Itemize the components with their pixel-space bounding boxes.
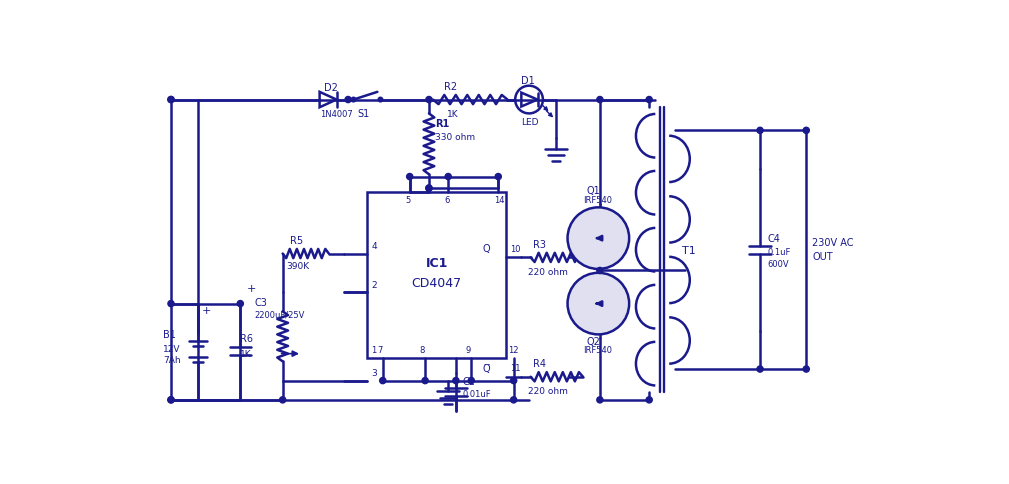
Text: 330 ohm: 330 ohm xyxy=(435,133,475,142)
Text: Q̅: Q̅ xyxy=(483,363,490,373)
Circle shape xyxy=(567,273,630,335)
Circle shape xyxy=(426,97,432,104)
Circle shape xyxy=(345,97,351,104)
Text: 0.1uF: 0.1uF xyxy=(768,247,791,256)
Circle shape xyxy=(468,378,474,384)
Text: 11: 11 xyxy=(510,363,521,372)
Circle shape xyxy=(167,97,175,104)
Text: 8: 8 xyxy=(420,346,425,355)
Circle shape xyxy=(646,97,652,104)
Circle shape xyxy=(596,397,603,403)
Circle shape xyxy=(511,397,517,403)
Text: 9: 9 xyxy=(466,346,471,355)
Text: 2200uF/25V: 2200uF/25V xyxy=(254,310,305,319)
Text: IRF540: IRF540 xyxy=(583,196,611,205)
Text: Q2: Q2 xyxy=(587,336,600,346)
Text: C4: C4 xyxy=(768,234,781,243)
Text: S1: S1 xyxy=(357,109,369,119)
Text: B1: B1 xyxy=(163,330,177,340)
Text: IRF540: IRF540 xyxy=(583,346,611,355)
Text: 6: 6 xyxy=(444,196,450,205)
Circle shape xyxy=(407,174,413,180)
Text: R6: R6 xyxy=(240,333,253,344)
Text: OUT: OUT xyxy=(812,251,833,261)
Text: 2: 2 xyxy=(371,280,376,289)
Circle shape xyxy=(511,378,517,384)
Text: D2: D2 xyxy=(324,83,338,93)
Text: 12: 12 xyxy=(509,346,519,355)
Circle shape xyxy=(646,397,652,403)
Circle shape xyxy=(757,366,763,372)
Text: 390K: 390K xyxy=(287,261,310,270)
Circle shape xyxy=(803,366,809,372)
Circle shape xyxy=(567,208,630,270)
Text: LED: LED xyxy=(522,117,539,126)
Circle shape xyxy=(351,98,356,103)
Text: 230V AC: 230V AC xyxy=(812,238,854,247)
Text: 1N4007: 1N4007 xyxy=(320,110,352,119)
Text: +: + xyxy=(246,284,256,294)
Circle shape xyxy=(422,378,428,384)
Text: 7: 7 xyxy=(377,346,382,355)
Circle shape xyxy=(167,397,175,403)
Circle shape xyxy=(426,186,432,192)
Text: 3: 3 xyxy=(371,369,377,378)
Circle shape xyxy=(757,128,763,134)
Circle shape xyxy=(803,128,809,134)
Text: 5: 5 xyxy=(406,196,411,205)
Text: Q1: Q1 xyxy=(587,186,600,196)
Text: IC1: IC1 xyxy=(426,257,448,270)
Text: 10: 10 xyxy=(510,244,521,253)
Circle shape xyxy=(495,174,501,180)
Text: R5: R5 xyxy=(291,235,304,245)
Text: 220 ohm: 220 ohm xyxy=(528,267,567,276)
Text: R4: R4 xyxy=(533,358,546,368)
Circle shape xyxy=(167,97,175,104)
Text: 7Ah: 7Ah xyxy=(163,356,181,364)
Circle shape xyxy=(426,186,432,192)
Text: 0.01uF: 0.01uF xyxy=(462,390,490,398)
Text: 12V: 12V xyxy=(163,344,181,353)
Circle shape xyxy=(596,268,603,274)
Circle shape xyxy=(453,378,459,384)
Text: 1: 1 xyxy=(371,346,376,355)
Text: 4: 4 xyxy=(371,242,376,251)
Text: 600V: 600V xyxy=(768,259,789,269)
Circle shape xyxy=(596,97,603,104)
Text: T1: T1 xyxy=(681,245,695,255)
Text: 220 ohm: 220 ohm xyxy=(528,386,567,395)
Text: Q: Q xyxy=(483,243,490,254)
Circle shape xyxy=(378,98,382,103)
Circle shape xyxy=(167,301,175,307)
Circle shape xyxy=(237,301,243,307)
Text: 14: 14 xyxy=(494,196,504,205)
Text: R2: R2 xyxy=(444,81,457,91)
Text: C2: C2 xyxy=(462,376,475,386)
Text: 1K: 1K xyxy=(240,349,252,359)
Bar xyxy=(367,193,506,358)
Circle shape xyxy=(445,174,451,180)
Text: R3: R3 xyxy=(533,239,546,249)
Text: D1: D1 xyxy=(522,76,535,86)
Text: R1: R1 xyxy=(435,119,449,128)
Circle shape xyxy=(379,378,385,384)
Text: 1K: 1K xyxy=(447,110,458,119)
Text: +: + xyxy=(202,305,211,315)
Circle shape xyxy=(167,397,175,403)
Circle shape xyxy=(279,397,286,403)
Text: C3: C3 xyxy=(254,298,267,307)
Text: CD4047: CD4047 xyxy=(412,276,462,289)
